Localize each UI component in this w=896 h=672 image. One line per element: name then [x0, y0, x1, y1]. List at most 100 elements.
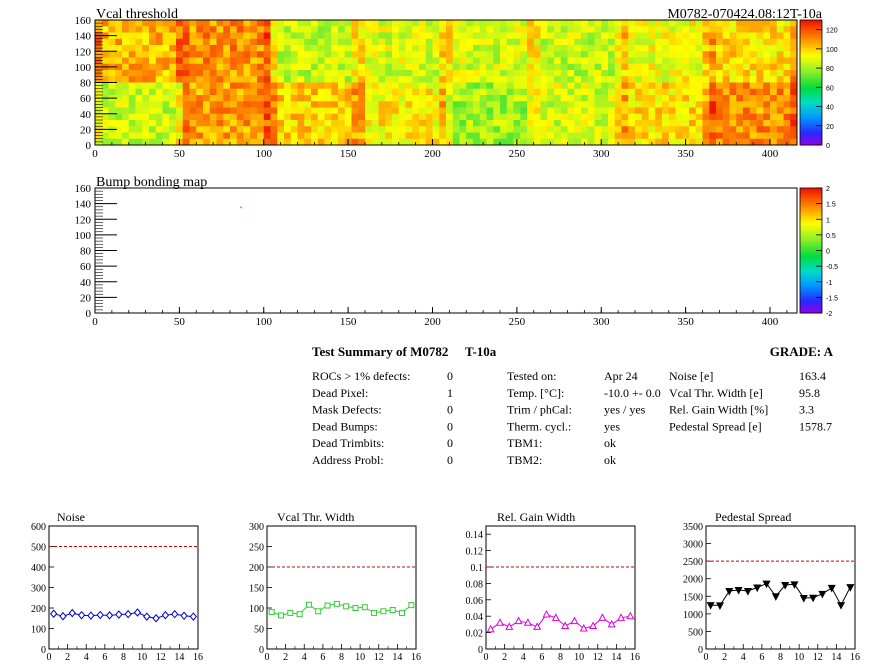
heatmap-cell: [770, 76, 778, 83]
palette-band: [800, 275, 822, 279]
y-tick-label: 500: [31, 543, 46, 554]
x-tick-label: 2: [283, 652, 288, 663]
heatmap-cell: [311, 32, 319, 40]
heatmap-cell: [135, 45, 143, 52]
heatmap-cell: [547, 63, 555, 71]
heatmap-cell: [790, 38, 798, 46]
heatmap-cell: [155, 70, 163, 77]
heatmap-cell: [587, 45, 595, 52]
heatmap-cell: [270, 101, 278, 108]
x-tick-label: 12: [813, 652, 823, 663]
palette-band: [800, 198, 822, 201]
heatmap-cell: [236, 70, 244, 77]
heatmap-cell: [601, 138, 609, 146]
heatmap-cell: [250, 32, 258, 40]
heatmap-cell: [317, 107, 325, 115]
heatmap-cell: [189, 138, 197, 146]
heatmap-cell: [317, 32, 325, 40]
heatmap-cell: [641, 20, 649, 27]
heatmap-cell: [284, 126, 292, 133]
heatmap-cell: [641, 26, 649, 33]
heatmap-cell: [506, 101, 514, 108]
heatmap-cell: [709, 57, 717, 65]
palette-band: [800, 77, 822, 81]
heatmap-cell: [594, 76, 602, 83]
heatmap-cell: [304, 101, 312, 108]
heatmap-cell: [695, 32, 703, 40]
heatmap-cell: [668, 120, 676, 127]
y-tick-label: 150: [249, 584, 264, 595]
heatmap-cell: [729, 113, 737, 121]
heatmap-cell: [554, 88, 562, 96]
heatmap-cell: [695, 132, 703, 140]
y-tick-label: 2500: [683, 557, 703, 568]
heatmap-cell: [783, 88, 791, 96]
heatmap-cell: [358, 82, 366, 90]
heatmap-cell: [324, 88, 332, 96]
heatmap-cell: [297, 32, 305, 40]
data-point: [495, 618, 505, 626]
heatmap-cell: [452, 95, 460, 102]
heatmap-cell: [466, 138, 474, 146]
heatmap-cell: [439, 57, 447, 65]
heatmap-cell: [790, 63, 798, 71]
heatmap-cell: [621, 63, 629, 71]
heatmap-cell: [331, 57, 339, 65]
heatmap-cell: [378, 126, 386, 133]
heatmap-cell: [493, 126, 501, 133]
heatmap-cell: [142, 45, 150, 52]
heatmap-cell: [412, 113, 420, 121]
heatmap-cell: [230, 57, 238, 65]
heatmap-cell: [486, 101, 494, 108]
heatmap-cell: [182, 101, 190, 108]
heatmap-cell: [533, 57, 541, 65]
heatmap-cell: [641, 88, 649, 96]
y-tick-label: 0: [86, 308, 92, 320]
palette-band: [800, 115, 822, 118]
heatmap-cell: [405, 95, 413, 102]
heatmap-cell: [574, 38, 582, 46]
palette-band: [800, 285, 822, 289]
heatmap-cell: [236, 32, 244, 40]
heatmap-cell: [385, 82, 393, 90]
heatmap-cell: [655, 95, 663, 102]
heatmap-cell: [419, 70, 427, 77]
heatmap-cell: [635, 20, 643, 27]
heatmap-cell: [101, 20, 109, 27]
heatmap-cell: [128, 88, 136, 96]
heatmap-cell: [506, 82, 514, 90]
heatmap-cell: [216, 113, 224, 121]
heatmap-cell: [419, 63, 427, 71]
heatmap-cell: [574, 88, 582, 96]
heatmap-cell: [560, 126, 568, 133]
heatmap-cell: [776, 38, 784, 46]
x-tick-label: 350: [677, 316, 694, 328]
heatmap-cell: [722, 51, 730, 58]
heatmap-cell: [378, 57, 386, 65]
heatmap-cell: [290, 113, 298, 121]
heatmap-cell: [533, 82, 541, 90]
heatmap-cell: [392, 132, 400, 140]
heatmap-cell: [432, 70, 440, 77]
heatmap-cell: [196, 45, 204, 52]
heatmap-cell: [162, 38, 170, 46]
palette-band: [800, 200, 822, 204]
heatmap-cell: [290, 101, 298, 108]
heatmap-cell: [493, 26, 501, 33]
heatmap-cell: [324, 26, 332, 33]
heatmap-cell: [135, 101, 143, 108]
heatmap-cell: [250, 138, 258, 146]
heatmap-cell: [479, 32, 487, 40]
heatmap-cell: [338, 63, 346, 71]
heatmap-cell: [263, 76, 271, 83]
heatmap-cell: [142, 132, 150, 140]
heatmap-cell: [601, 57, 609, 65]
heatmap-cell: [398, 63, 406, 71]
heatmap-cell: [662, 95, 670, 102]
x-tick-label: 10: [355, 652, 365, 663]
heatmap-cell: [479, 107, 487, 115]
heatmap-cell: [311, 132, 319, 140]
heatmap-cell: [790, 138, 798, 146]
heatmap-cell: [385, 45, 393, 52]
heatmap-cell: [695, 76, 703, 83]
